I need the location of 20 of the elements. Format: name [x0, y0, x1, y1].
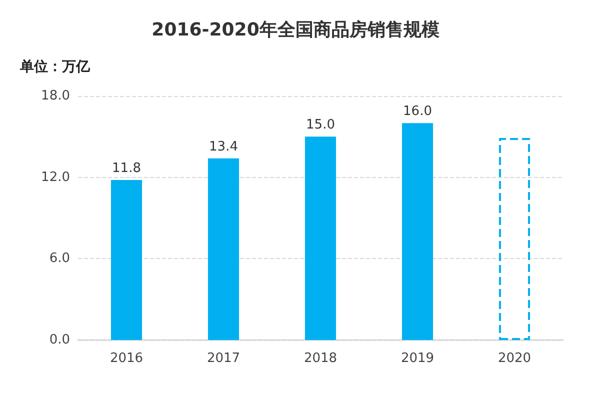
- data-label: 13.4: [209, 139, 238, 154]
- chart-title: 2016-2020年全国商品房销售规模: [152, 20, 440, 40]
- y-axis-title: 单位：万亿: [19, 59, 91, 75]
- y-tick-label: 18.0: [41, 88, 70, 104]
- bar: [498, 138, 530, 340]
- y-tick-label: 6.0: [49, 251, 70, 266]
- x-tick-label: 2016: [110, 351, 144, 366]
- bar: [208, 158, 240, 340]
- bar: [304, 136, 336, 340]
- x-tick-label: 2020: [498, 351, 532, 366]
- x-tick-label: 2017: [206, 351, 240, 366]
- y-tick-label: 0.0: [49, 332, 70, 348]
- data-label: 11.8: [112, 161, 141, 176]
- y-tick-label: 12.0: [41, 170, 70, 185]
- data-label: 15.0: [306, 118, 335, 133]
- bar: [402, 123, 434, 340]
- bar: [110, 180, 142, 340]
- x-tick-label: 2018: [304, 351, 338, 366]
- x-tick-label: 2019: [400, 351, 434, 366]
- data-label: 16.0: [403, 104, 432, 120]
